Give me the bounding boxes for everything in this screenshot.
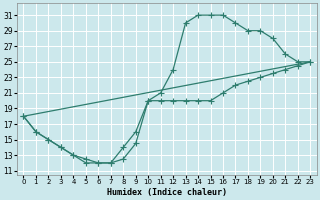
- X-axis label: Humidex (Indice chaleur): Humidex (Indice chaleur): [107, 188, 227, 197]
